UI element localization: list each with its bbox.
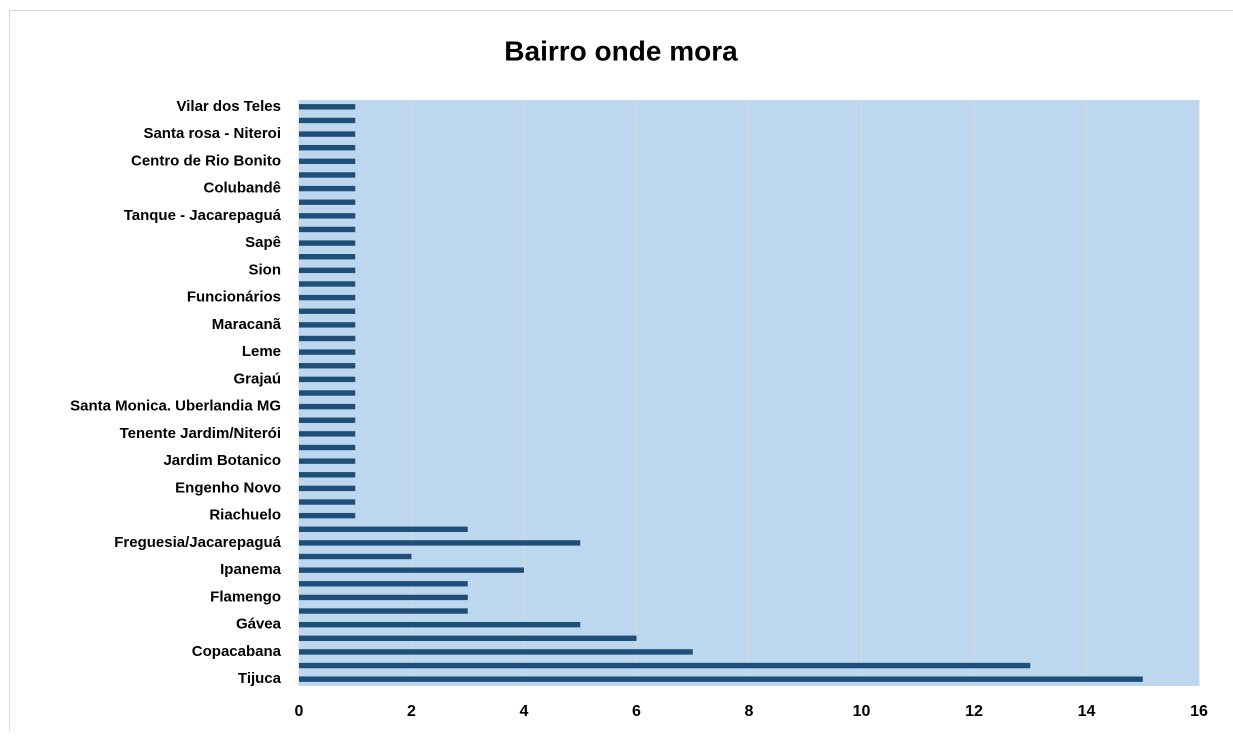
- bar: [299, 513, 355, 518]
- y-tick-label: Jardim Botanico: [163, 452, 281, 469]
- bar: [299, 227, 355, 232]
- y-tick-label: Vilar dos Teles: [177, 98, 282, 115]
- bar: [299, 458, 355, 463]
- y-tick-label: Tanque - Jacarepaguá: [124, 207, 282, 224]
- y-tick-label: Copacabana: [192, 643, 282, 660]
- chart-title: Bairro onde mora: [504, 35, 738, 66]
- bar: [299, 186, 355, 191]
- bar: [299, 431, 355, 436]
- bar: [299, 676, 1143, 681]
- y-tick-label: Sapê: [245, 234, 281, 251]
- x-tick-label: 0: [295, 703, 304, 720]
- bar: [299, 309, 355, 314]
- y-tick-label: Santa Monica. Uberlandia MG: [70, 398, 281, 415]
- bar: [299, 418, 355, 423]
- bar: [299, 404, 355, 409]
- y-tick-label: Centro de Rio Bonito: [131, 152, 281, 169]
- x-tick-label: 2: [407, 703, 416, 720]
- y-tick-label: Sion: [249, 261, 282, 278]
- bar: [299, 581, 468, 586]
- x-tick-label: 6: [632, 703, 641, 720]
- y-tick-label: Engenho Novo: [175, 479, 281, 496]
- y-tick-label: Santa rosa - Niteroi: [143, 125, 281, 142]
- y-tick-label: Flamengo: [210, 588, 281, 605]
- bar: [299, 554, 412, 559]
- bar: [299, 349, 355, 354]
- bar: [299, 295, 355, 300]
- bar: [299, 472, 355, 477]
- bar: [299, 595, 468, 600]
- bar: [299, 608, 468, 613]
- bar: [299, 118, 355, 123]
- bar: [299, 281, 355, 286]
- y-tick-label: Maracanã: [212, 316, 282, 333]
- x-tick-label: 10: [853, 703, 871, 720]
- bar: [299, 322, 355, 327]
- bar: [299, 390, 355, 395]
- y-tick-label: Tenente Jardim/Niterói: [120, 425, 281, 442]
- y-tick-label: Riachuelo: [209, 507, 281, 524]
- x-tick-label: 16: [1190, 703, 1208, 720]
- bar: [299, 145, 355, 150]
- bar: [299, 159, 355, 164]
- bar: [299, 622, 580, 627]
- bar: [299, 445, 355, 450]
- bar: [299, 131, 355, 136]
- bar: [299, 254, 355, 259]
- y-tick-label: Leme: [242, 343, 281, 360]
- y-tick-label: Ipanema: [220, 561, 282, 578]
- x-tick-label: 14: [1078, 703, 1096, 720]
- y-tick-label: Colubandê: [204, 180, 282, 197]
- y-tick-label: Freguesia/Jacarepaguá: [114, 534, 281, 551]
- bar: [299, 499, 355, 504]
- bar: [299, 649, 693, 654]
- bar: [299, 377, 355, 382]
- x-tick-label: 8: [745, 703, 754, 720]
- y-tick-label: Funcionários: [187, 289, 281, 306]
- bar: [299, 567, 524, 572]
- bar: [299, 268, 355, 273]
- bar: [299, 636, 637, 641]
- bar: [299, 486, 355, 491]
- bar: [299, 540, 580, 545]
- bar: [299, 200, 355, 205]
- bar: [299, 336, 355, 341]
- bar: [299, 363, 355, 368]
- bar: [299, 213, 355, 218]
- bar: [299, 172, 355, 177]
- bar: [299, 663, 1030, 668]
- bar: [299, 240, 355, 245]
- bar: [299, 527, 468, 532]
- y-tick-label: Grajaú: [233, 370, 281, 387]
- y-tick-label: Gávea: [236, 616, 282, 633]
- y-tick-label: Tijuca: [238, 670, 282, 687]
- bar: [299, 104, 355, 109]
- x-tick-label: 4: [520, 703, 529, 720]
- x-tick-label: 12: [965, 703, 983, 720]
